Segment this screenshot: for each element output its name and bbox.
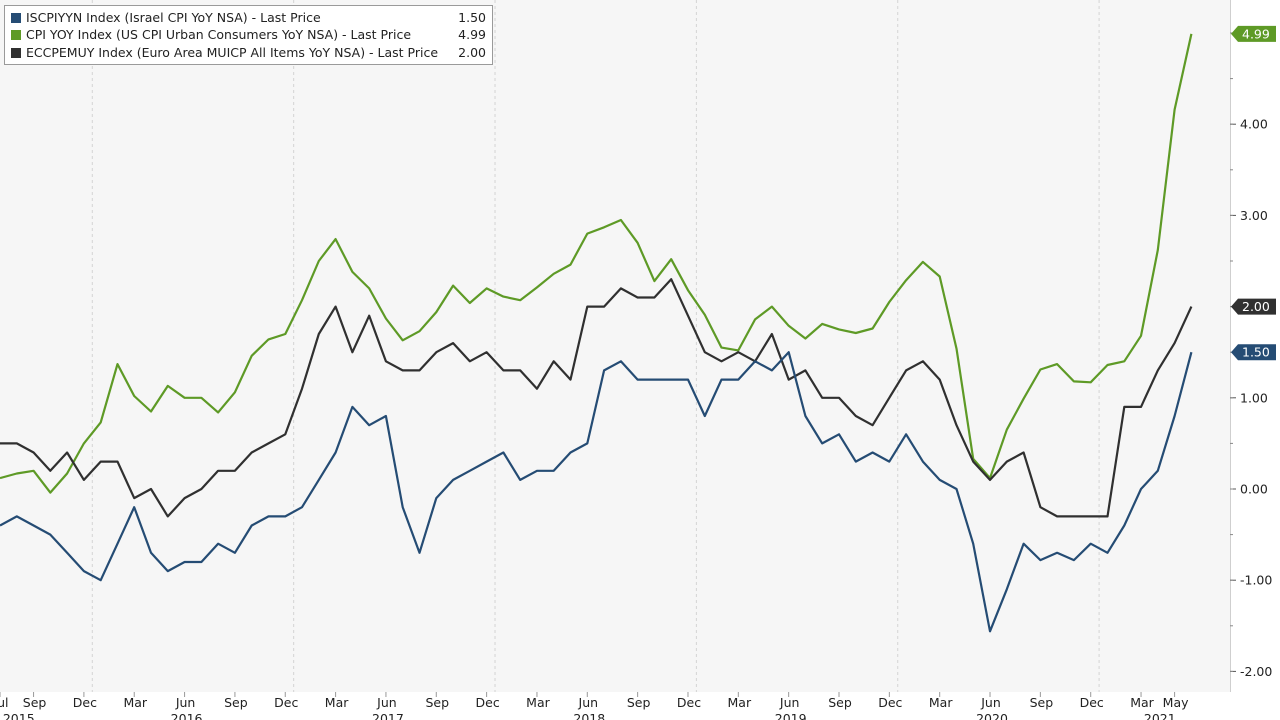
x-tick-label: Sep bbox=[627, 695, 651, 710]
legend-item-euro: ECCPEMUY Index (Euro Area MUICP All Item… bbox=[11, 44, 486, 61]
x-tick-label: Sep bbox=[425, 695, 449, 710]
x-tick-label: Sep bbox=[828, 695, 852, 710]
y-tick-label: 1.00 bbox=[1240, 390, 1268, 405]
x-tick-label: Dec bbox=[274, 695, 298, 710]
legend-swatch-israel bbox=[11, 13, 21, 23]
y-tick-label: -2.00 bbox=[1240, 664, 1272, 679]
x-year-label: 2016 bbox=[171, 711, 203, 720]
x-tick-label: Mar bbox=[325, 695, 349, 710]
last-price-tag-bg bbox=[1231, 344, 1276, 361]
last-price-tag-label: 1.50 bbox=[1242, 345, 1270, 360]
x-tick-label: Mar bbox=[728, 695, 752, 710]
x-gridlines bbox=[91, 0, 1100, 692]
x-tick-label: Dec bbox=[878, 695, 902, 710]
y-tick-label: 4.00 bbox=[1240, 117, 1268, 132]
x-tick-label: Sep bbox=[1030, 695, 1054, 710]
legend-label-euro: ECCPEMUY Index (Euro Area MUICP All Item… bbox=[26, 44, 439, 60]
x-year-label: 2018 bbox=[573, 711, 605, 720]
x-tick-label: Mar bbox=[123, 695, 147, 710]
x-tick-label: Jun bbox=[980, 695, 1001, 710]
legend-value-us: 4.99 bbox=[458, 27, 486, 43]
x-year-label: 2015 bbox=[3, 711, 35, 720]
x-year-label: 2020 bbox=[976, 711, 1008, 720]
plot-area bbox=[0, 0, 1230, 692]
legend-label-us: CPI YOY Index (US CPI Urban Consumers Yo… bbox=[26, 27, 412, 43]
series-line-israel bbox=[0, 351, 1193, 633]
y-axis: 4.00 3.00 2.00 1.00 0.00 -1.00 -2.00 bbox=[1230, 32, 1272, 679]
x-tick-label: Dec bbox=[73, 695, 97, 710]
y-tick-label: 0.00 bbox=[1240, 482, 1268, 497]
x-year-label: 2021 bbox=[1144, 711, 1176, 720]
last-price-tags: 1.50 4.99 2.00 bbox=[1231, 25, 1276, 361]
x-tick-label: Jun bbox=[175, 695, 196, 710]
x-tick-label: Sep bbox=[224, 695, 248, 710]
legend-item-us: CPI YOY Index (US CPI Urban Consumers Yo… bbox=[11, 26, 486, 43]
y-tick-label: -1.00 bbox=[1240, 573, 1272, 588]
last-price-tag-label: 2.00 bbox=[1242, 299, 1270, 314]
last-price-tag-bg bbox=[1231, 298, 1276, 315]
legend-swatch-euro bbox=[11, 47, 21, 58]
x-tick-label: May bbox=[1163, 695, 1189, 710]
x-axis: Jul Sep Dec Mar Jun Sep Dec Mar Jun Sep Dec Mar Jun S… bbox=[0, 692, 1189, 720]
chart-legend: ISCPIYYN Index (Israel CPI YoY NSA) - La… bbox=[4, 5, 493, 65]
y-tick-label: 3.00 bbox=[1240, 208, 1268, 223]
x-year-label: 2017 bbox=[372, 711, 404, 720]
last-price-tag-label: 4.99 bbox=[1242, 26, 1270, 41]
x-tick-label: Jun bbox=[376, 695, 397, 710]
last-price-tag-bg bbox=[1231, 25, 1276, 42]
x-tick-label: Dec bbox=[476, 695, 500, 710]
x-tick-label: Dec bbox=[1080, 695, 1104, 710]
legend-swatch-us bbox=[11, 30, 21, 41]
series-line-euro bbox=[0, 278, 1193, 518]
x-tick-label: Sep bbox=[23, 695, 47, 710]
x-tick-label: Mar bbox=[1130, 695, 1154, 710]
x-year-label: 2019 bbox=[775, 711, 807, 720]
x-tick-label: Jun bbox=[779, 695, 800, 710]
x-tick-label: Mar bbox=[929, 695, 953, 710]
x-tick-label: Jul bbox=[0, 695, 9, 710]
last-price-tag-israel: 1.50 bbox=[1231, 344, 1276, 361]
legend-label-israel: ISCPIYYN Index (Israel CPI YoY NSA) - La… bbox=[26, 10, 321, 25]
series-line-us bbox=[0, 33, 1193, 494]
legend-item-israel: ISCPIYYN Index (Israel CPI YoY NSA) - La… bbox=[11, 9, 486, 26]
legend-value-euro: 2.00 bbox=[458, 44, 486, 60]
x-tick-label: Dec bbox=[677, 695, 701, 710]
x-tick-label: Jun bbox=[578, 695, 599, 710]
legend-value-israel: 1.50 bbox=[458, 10, 486, 25]
last-price-tag-us: 4.99 bbox=[1231, 25, 1276, 42]
series-lines bbox=[0, 33, 1193, 633]
last-price-tag-euro: 2.00 bbox=[1231, 298, 1276, 315]
x-tick-label: Mar bbox=[526, 695, 550, 710]
